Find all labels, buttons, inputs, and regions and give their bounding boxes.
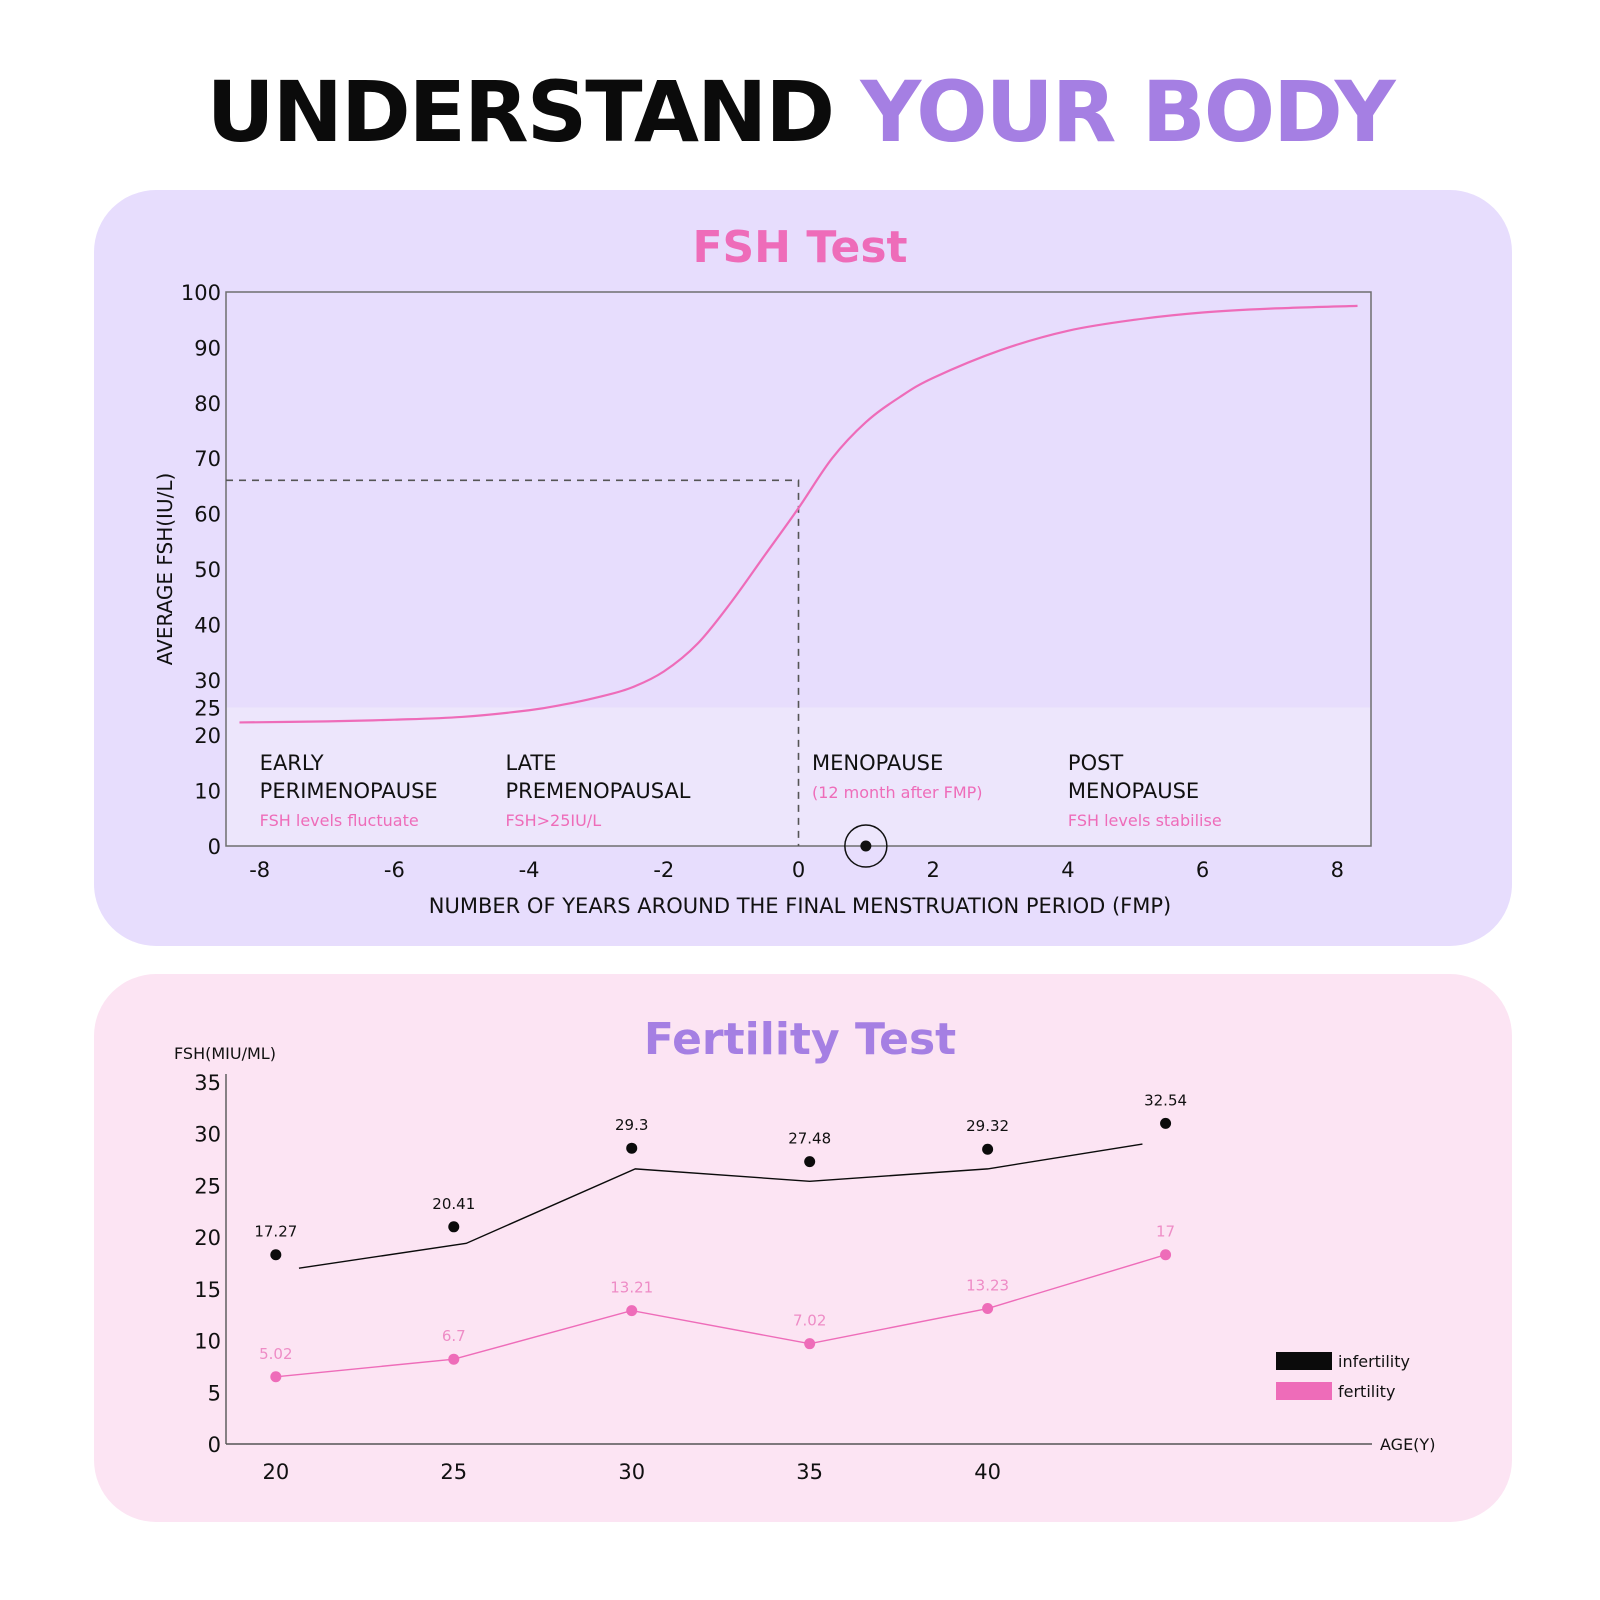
fertility-point-label: 17 [1156, 1223, 1175, 1241]
y-tick-label: 5 [208, 1381, 221, 1405]
infertility-point-label: 29.3 [615, 1116, 648, 1134]
y-tick-label: 10 [194, 1330, 221, 1354]
y-tick-label: 40 [194, 613, 221, 637]
fertility-point-label: 7.02 [793, 1312, 826, 1330]
x-tick-label: 2 [927, 858, 940, 882]
x-tick-label: 20 [262, 1460, 289, 1484]
reference-dashed-line [226, 479, 800, 846]
y-tick-label: 35 [194, 1071, 221, 1095]
fertility-point [270, 1371, 282, 1383]
infertility-point-label: 32.54 [1144, 1091, 1187, 1109]
infertility-point [982, 1143, 994, 1155]
infertility-point [1160, 1117, 1172, 1129]
fertility-point [982, 1303, 994, 1315]
y-tick-label: 15 [194, 1278, 221, 1302]
legend-swatch-fertility [1276, 1382, 1332, 1400]
infertility-point-label: 27.48 [788, 1130, 831, 1148]
y-tick-label: 30 [194, 1123, 221, 1147]
y-tick-label: 25 [194, 697, 221, 721]
y-tick-label: 90 [194, 336, 221, 360]
y-tick-label: 0 [208, 835, 221, 859]
phase-note: FSH>25IU/L [506, 811, 602, 830]
page-title: UNDERSTAND YOUR BODY [0, 62, 1600, 162]
fertility-point [626, 1305, 638, 1317]
y-axis-label: FSH(MIU/ML) [174, 1044, 276, 1063]
infertility-point-label: 17.27 [254, 1223, 297, 1241]
y-tick-label: 30 [194, 669, 221, 693]
x-tick-label: -8 [249, 858, 270, 882]
x-axis-label: NUMBER OF YEARS AROUND THE FINAL MENSTRU… [429, 894, 1171, 918]
x-tick-label: 35 [796, 1460, 823, 1484]
x-tick-label: 6 [1196, 858, 1209, 882]
infertility-point [804, 1156, 816, 1168]
phase-label: MENOPAUSE [1068, 779, 1199, 803]
fertility-point-label: 13.23 [966, 1277, 1009, 1295]
y-tick-label: 20 [194, 1226, 221, 1250]
fertility-point [804, 1338, 816, 1350]
phase-label: LATE [506, 751, 557, 775]
infertility-point-label: 29.32 [966, 1117, 1009, 1135]
y-tick-label: 60 [194, 503, 221, 527]
fertility-point [1160, 1249, 1172, 1261]
x-tick-label: 4 [1061, 858, 1074, 882]
x-tick-label: 40 [974, 1460, 1001, 1484]
x-tick-label: -6 [384, 858, 405, 882]
x-tick-label: 0 [792, 858, 805, 882]
y-tick-label: 50 [194, 558, 221, 582]
x-tick-label: 8 [1331, 858, 1344, 882]
marker-ring [844, 824, 888, 868]
legend-label-infertility: infertility [1338, 1352, 1410, 1371]
y-tick-label: 0 [208, 1433, 221, 1457]
infertility-point [270, 1249, 282, 1261]
y-tick-label: 70 [194, 447, 221, 471]
fertility-point [448, 1353, 460, 1365]
phase-label: PREMENOPAUSAL [506, 779, 691, 803]
fertility-point-label: 13.21 [610, 1279, 653, 1297]
infertility-point-label: 20.41 [432, 1195, 475, 1213]
phase-label: EARLY [260, 751, 324, 775]
infertility-point [626, 1142, 638, 1154]
fertility-test-panel [94, 974, 1512, 1522]
infertility-line [298, 1143, 1143, 1269]
fertility-line [275, 1254, 1166, 1378]
legend-label-fertility: fertility [1338, 1382, 1395, 1401]
phase-note: FSH levels fluctuate [260, 811, 419, 830]
chart-title: Fertility Test [644, 1014, 956, 1065]
y-tick-label: 80 [194, 392, 221, 416]
phase-note: (12 month after FMP) [812, 783, 983, 802]
y-tick-label: 20 [194, 724, 221, 748]
x-tick-label: -4 [519, 858, 540, 882]
fertility-point-label: 6.7 [442, 1327, 466, 1345]
y-tick-label: 25 [194, 1174, 221, 1198]
x-tick-label: 30 [618, 1460, 645, 1484]
title-part-1: UNDERSTAND [206, 63, 835, 161]
infertility-point [448, 1221, 460, 1233]
phase-label: MENOPAUSE [812, 751, 943, 775]
fertility-point-label: 5.02 [259, 1345, 292, 1363]
chart-title: FSH Test [692, 222, 907, 273]
phase-label: PERIMENOPAUSE [260, 779, 438, 803]
x-tick-label: -2 [653, 858, 674, 882]
legend-swatch-infertility [1276, 1352, 1332, 1370]
fsh-curve [239, 304, 1358, 724]
phase-label: POST [1068, 751, 1124, 775]
y-axis-label: AVERAGE FSH(IU/L) [153, 473, 177, 666]
x-tick-label: 25 [440, 1460, 467, 1484]
y-tick-label: 100 [181, 281, 221, 305]
x-axis-label: AGE(Y) [1380, 1435, 1435, 1454]
title-part-2: YOUR BODY [860, 63, 1395, 161]
marker-dot [860, 840, 872, 852]
y-tick-label: 10 [194, 780, 221, 804]
phase-note: FSH levels stabilise [1068, 811, 1222, 830]
